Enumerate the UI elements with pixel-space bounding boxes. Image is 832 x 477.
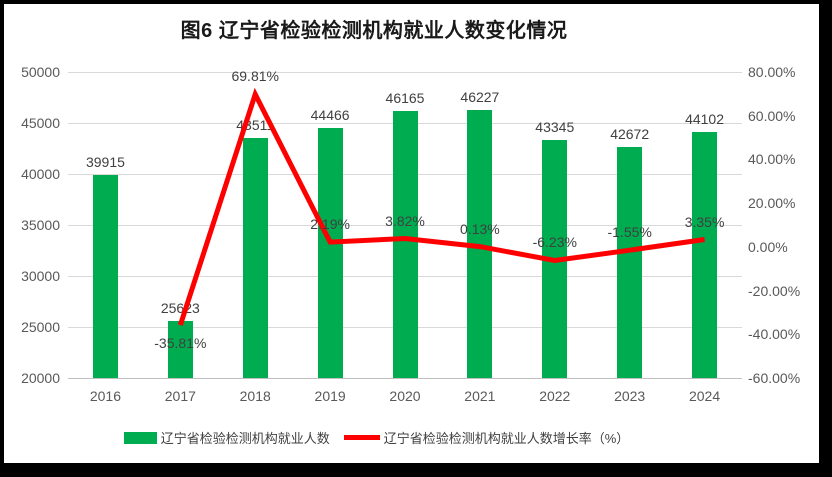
bar-value-label: 42672 [610,125,650,142]
bar-value-label: 46227 [460,89,500,106]
bar [242,138,268,378]
x-axis-line [68,378,742,379]
bar-value-label: 44102 [685,111,725,128]
bar [392,111,418,378]
bar-value-label: 25623 [160,299,200,316]
x-axis-tick-label: 2018 [239,388,271,404]
y-axis-left-tick-label: 20000 [21,370,60,386]
y-axis-left-tick-label: 45000 [21,115,60,131]
line-value-label: -1.55% [607,224,652,241]
line-value-label: 0.13% [460,220,500,237]
line-value-label: 3.35% [684,213,725,230]
x-axis-tick-label: 2016 [89,388,122,404]
bar-value-label: 39915 [85,153,125,170]
legend-bar-label: 辽宁省检验检测机构就业人数 [160,431,330,446]
legend-line-label: 辽宁省检验检测机构就业人数增长率（%） [383,431,630,446]
legend-item-bar: 辽宁省检验检测机构就业人数 [123,428,330,447]
bar [617,146,643,378]
x-axis-tick-label: 2021 [464,388,496,404]
document-page: 图6 辽宁省检验检测机构就业人数变化情况 辽宁省检验检测机构就业人数 辽宁省检验… [4,4,819,463]
line-value-label: 2.19% [310,216,350,233]
y-axis-right-tick-label: 20.00% [748,195,796,212]
x-axis-tick-label: 2023 [614,388,646,404]
bar [92,174,118,378]
bar-value-label: 46165 [385,90,425,107]
line-value-label: -35.81% [154,335,207,352]
line-series-swatch-icon [343,435,380,440]
bar [542,139,568,378]
bar [692,132,718,378]
y-axis-right-tick-label: 60.00% [748,107,796,124]
bar [467,110,493,378]
y-axis-right-tick-label: -40.00% [748,326,801,343]
bar-series-swatch-icon [123,431,157,444]
y-axis-right-tick-label: -20.00% [748,282,801,299]
legend-item-line: 辽宁省检验检测机构就业人数增长率（%） [343,428,630,447]
y-axis-right-tick-label: -60.00% [748,370,801,386]
bar-value-label: 43345 [535,118,575,135]
line-value-label: 69.81% [231,68,279,85]
y-axis-right-tick-label: 80.00% [748,64,796,80]
bar [167,320,193,378]
line-value-label: 3.82% [385,212,425,229]
chart-legend: 辽宁省检验检测机构就业人数 辽宁省检验检测机构就业人数增长率（%） [4,428,749,447]
y-axis-right-tick-label: 0.00% [748,238,788,255]
x-axis-tick-label: 2020 [389,388,421,404]
y-axis-left-tick-label: 50000 [21,64,60,80]
bar-value-label: 43511 [236,117,275,134]
x-axis-tick-label: 2022 [539,388,571,404]
bar [317,128,343,378]
line-value-label: -6.23% [532,234,577,251]
x-axis-tick-label: 2019 [314,388,346,404]
y-axis-left-tick-label: 40000 [21,166,60,182]
x-axis-tick-label: 2017 [164,388,196,404]
y-axis-left-tick-label: 25000 [21,319,60,335]
chart-title: 图6 辽宁省检验检测机构就业人数变化情况 [180,20,568,42]
y-axis-left-tick-label: 35000 [21,217,60,233]
bar-value-label: 44466 [310,107,350,124]
y-axis-left-tick-label: 30000 [21,268,60,284]
y-axis-right-tick-label: 40.00% [748,151,796,168]
x-axis-tick-label: 2024 [688,388,721,404]
gridline [68,72,742,73]
